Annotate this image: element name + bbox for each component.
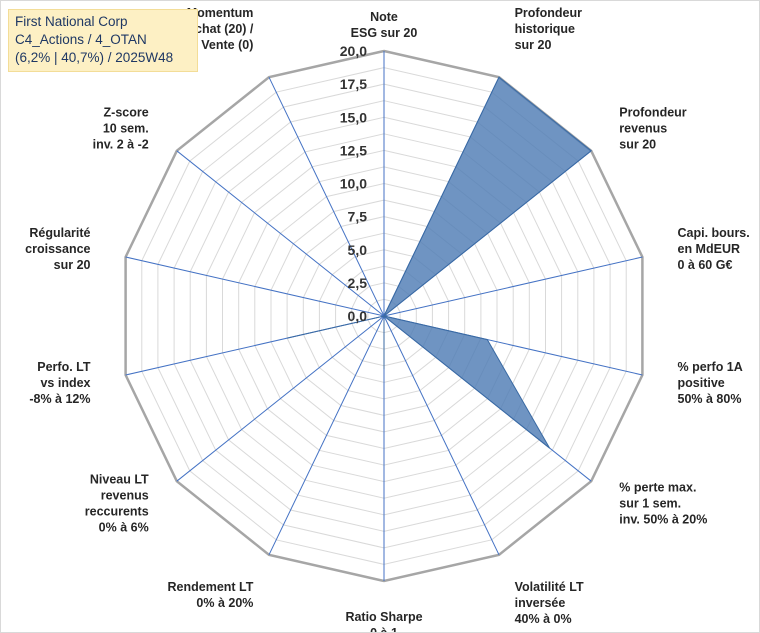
tick-label: 2,5 — [348, 275, 368, 291]
radar-axis-labels: Note ESG sur 20 Profondeur historique sur 20… — [25, 6, 750, 632]
axis-label-line: % perfo 1A — [678, 360, 743, 374]
axis-label: Perfo. LT vs index -8% à 12% — [29, 360, 91, 406]
axis-spoke — [268, 315, 385, 556]
axis-label-line: inv. 50% à 20% — [619, 513, 707, 527]
axis-label-line: 40% à 0% — [515, 612, 572, 626]
axis-label-line: Achat (20) / — [186, 22, 254, 36]
axis-label-line: Niveau LT — [90, 473, 149, 487]
axis-label-line: sur 20 — [54, 258, 91, 272]
tick-label: 0,0 — [348, 308, 368, 324]
axis-label-line: inv. 2 à -2 — [93, 137, 149, 151]
axis-label: Ratio Sharpe 0 à 1 — [345, 610, 422, 632]
axis-spoke — [383, 256, 643, 317]
axis-label-line: sur 1 sem. — [619, 497, 681, 511]
axis-label-line: sur 20 — [515, 38, 552, 52]
axis-spoke — [176, 150, 385, 317]
axis-label-line: 50% à 80% — [678, 392, 742, 406]
tick-label: 17,5 — [340, 76, 367, 92]
company-name: First National Corp — [15, 14, 128, 29]
axis-label: Niveau LT revenus reccurents 0% à 6% — [85, 473, 149, 535]
axis-label-line: -8% à 12% — [29, 392, 90, 406]
axis-label-line: Z-score — [104, 105, 149, 119]
axis-label-line: % perte max. — [619, 481, 696, 495]
title-box: First National Corp C4_Actions / 4_OTAN … — [8, 9, 198, 72]
axis-label-line: Capi. bours. — [678, 226, 750, 240]
tick-label: 12,5 — [340, 142, 367, 158]
axis-label-line: 0 à 60 G€ — [678, 258, 733, 272]
axis-label-line: croissance — [25, 242, 90, 256]
axis-label-line: revenus — [101, 489, 149, 503]
axis-label: Volatilité LT inversée 40% à 0% — [515, 580, 584, 626]
axis-label-line: inversée — [515, 596, 566, 610]
radar-series — [286, 76, 593, 449]
axis-label-line: sur 20 — [619, 137, 656, 151]
axis-label: % perfo 1A positive 50% à 80% — [678, 360, 743, 406]
tick-label: 10,0 — [340, 176, 367, 192]
axis-label-line: Profondeur — [619, 105, 686, 119]
axis-spoke — [383, 315, 500, 556]
axis-label-line: vs index — [40, 376, 90, 390]
axis-label-line: Rendement LT — [168, 580, 254, 594]
axis-label-line: 10 sem. — [103, 121, 149, 135]
axis-label: Note ESG sur 20 — [351, 10, 418, 40]
score-and-week: (6,2% | 40,7%) / 2025W48 — [15, 50, 174, 65]
axis-label-line: 0 à 1 — [370, 626, 398, 632]
axis-label-line: historique — [515, 22, 575, 36]
axis-label: Rendement LT 0% à 20% — [168, 580, 254, 610]
axis-label-line: Volatilité LT — [515, 580, 584, 594]
axis-spoke — [125, 256, 385, 317]
axis-label-line: Profondeur — [515, 6, 582, 20]
axis-label: Z-score 10 sem. inv. 2 à -2 — [93, 105, 149, 151]
axis-label: Capi. bours. en MdEUR 0 à 60 G€ — [678, 226, 750, 272]
axis-label-line: positive — [678, 376, 725, 390]
radar-tick-labels: 0,0 2,5 5,0 7,5 10,0 12,5 15,0 17,5 20,0 — [340, 43, 367, 324]
axis-label-line: Perfo. LT — [37, 360, 91, 374]
axis-label: Profondeur revenus sur 20 — [619, 105, 686, 151]
tick-label: 5,0 — [348, 242, 368, 258]
axis-label-line: revenus — [619, 121, 667, 135]
axis-spoke — [176, 315, 385, 482]
series-area — [286, 76, 593, 449]
tick-label: 7,5 — [348, 209, 368, 225]
axis-label: % perte max. sur 1 sem. inv. 50% à 20% — [619, 481, 707, 527]
axis-label-line: 0% à 6% — [99, 521, 149, 535]
axis-label-line: Ratio Sharpe — [345, 610, 422, 624]
axis-label-line: Momentum — [187, 6, 254, 20]
axis-label: Momentum Achat (20) / Vente (0) — [186, 6, 254, 52]
axis-label-line: Régularité — [29, 226, 90, 240]
axis-label: Profondeur historique sur 20 — [515, 6, 582, 52]
tick-label: 20,0 — [340, 43, 367, 59]
axis-label: Régularité croissance sur 20 — [25, 226, 90, 272]
axis-label-line: en MdEUR — [678, 242, 741, 256]
axis-label-line: ESG sur 20 — [351, 26, 418, 40]
axis-label-line: 0% à 20% — [196, 596, 253, 610]
tick-label: 15,0 — [340, 109, 367, 125]
axis-label-line: Note — [370, 10, 398, 24]
portfolio-category: C4_Actions / 4_OTAN — [15, 32, 147, 47]
axis-label-line: reccurents — [85, 505, 149, 519]
axis-label-line: Vente (0) — [201, 38, 253, 52]
axis-spoke — [268, 76, 385, 317]
